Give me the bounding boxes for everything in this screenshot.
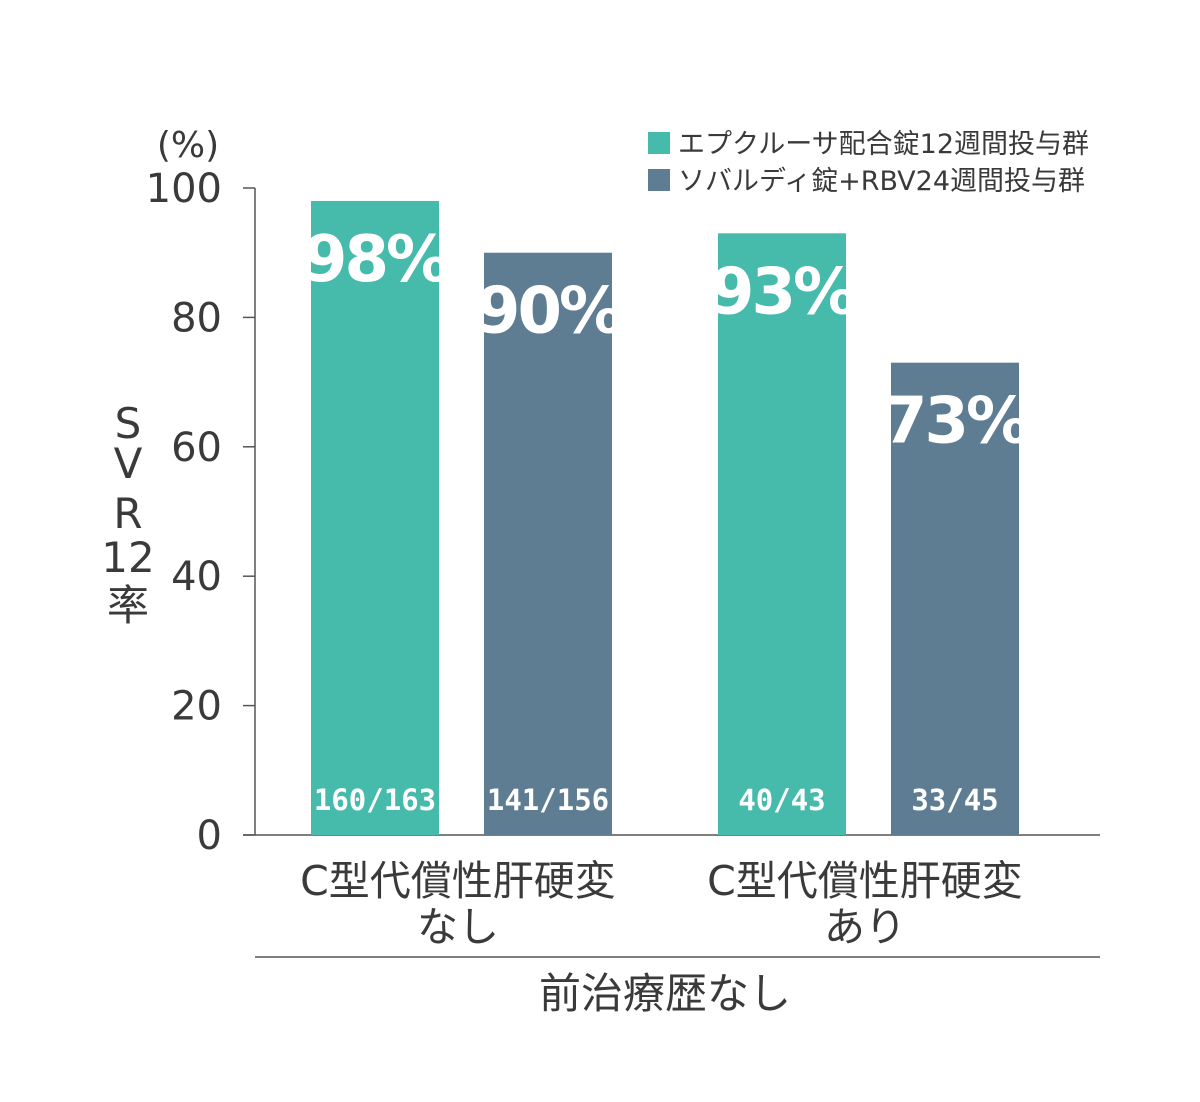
bar-value-label: 90% [476,275,622,349]
bar [891,362,1019,835]
legend-entry-label: ソバルディ錠+RBV24週間投与群 [678,166,1085,197]
labels-layer: 98% 160/163 93% 40/43 90% 141/156 73% 33/45 C型代償… [255,223,1100,1018]
bar-count-label: 141/156 [487,783,609,817]
bar-count-label: 40/43 [738,783,825,817]
y-unit-label: (%) [157,125,219,166]
legend-swatch [648,132,670,154]
bar [718,233,846,836]
y-tick-label: 40 [171,554,222,600]
y-tick-label: 80 [171,295,222,341]
legend-entry-label: エプクルーサ配合錠12週間投与群 [678,129,1089,160]
bar-count-label: 33/45 [911,783,998,817]
bar-value-label: 93% [710,255,856,329]
y-tick-label: 0 [197,813,222,859]
bar [484,252,612,835]
category-label: C型代償性肝硬変 [707,857,1023,905]
y-axis-label-char: 率 [107,581,149,630]
bar-value-label: 73% [883,385,1029,459]
bar-value-label: 98% [303,223,449,297]
bars-layer [311,200,1019,836]
y-tick-label: 60 [171,425,222,471]
y-axis-label-char: R [113,489,142,538]
y-tick-label: 20 [171,684,222,730]
legend-swatch [648,169,670,191]
category-label: なし [417,903,499,951]
group-label: 前治療歴なし [539,969,791,1018]
y-tick-label: 100 [146,166,222,212]
category-label: あり [824,903,906,951]
bar-count-label: 160/163 [314,783,436,817]
y-axis-label-char: 12 [101,533,154,582]
y-axis-label-char: V [114,439,143,488]
bar [311,200,439,835]
y-axis-label-char: S [115,399,142,448]
category-label: C型代償性肝硬変 [300,857,616,905]
